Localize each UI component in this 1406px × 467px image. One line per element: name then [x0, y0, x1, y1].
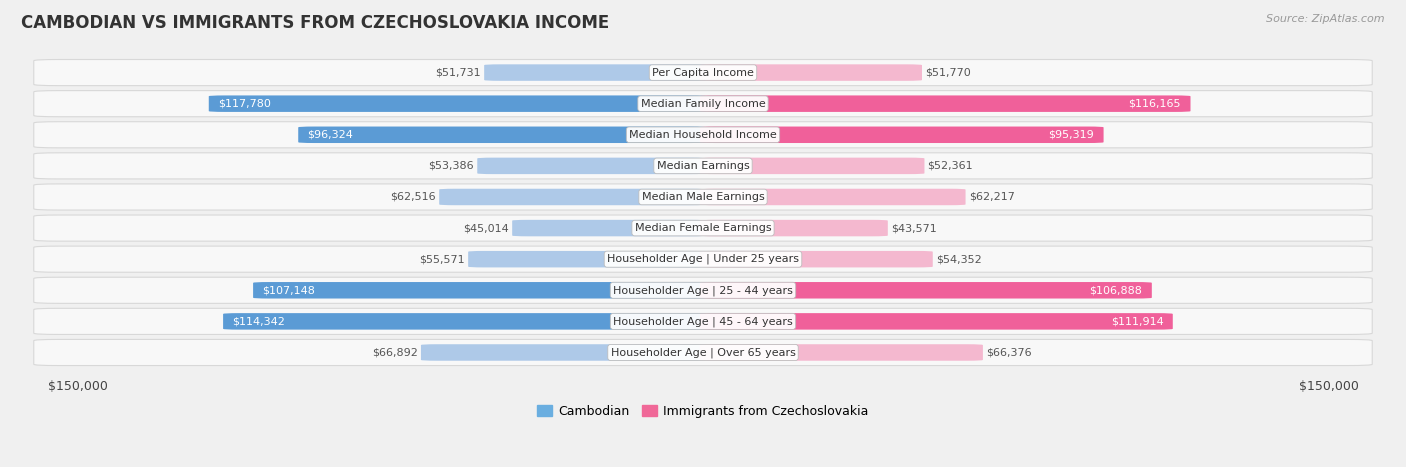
FancyBboxPatch shape	[700, 344, 983, 361]
Legend: Cambodian, Immigrants from Czechoslovakia: Cambodian, Immigrants from Czechoslovaki…	[537, 405, 869, 417]
FancyBboxPatch shape	[700, 64, 922, 81]
Text: $62,217: $62,217	[969, 192, 1015, 202]
FancyBboxPatch shape	[224, 313, 706, 330]
FancyBboxPatch shape	[420, 344, 706, 361]
Text: $52,361: $52,361	[928, 161, 973, 171]
FancyBboxPatch shape	[34, 91, 1372, 117]
FancyBboxPatch shape	[700, 127, 1104, 143]
FancyBboxPatch shape	[298, 127, 706, 143]
Text: CAMBODIAN VS IMMIGRANTS FROM CZECHOSLOVAKIA INCOME: CAMBODIAN VS IMMIGRANTS FROM CZECHOSLOVA…	[21, 14, 609, 32]
Text: $66,376: $66,376	[986, 347, 1032, 357]
Text: $62,516: $62,516	[391, 192, 436, 202]
Text: $95,319: $95,319	[1049, 130, 1094, 140]
Text: Householder Age | Over 65 years: Householder Age | Over 65 years	[610, 347, 796, 358]
FancyBboxPatch shape	[34, 59, 1372, 85]
Text: Median Family Income: Median Family Income	[641, 99, 765, 109]
FancyBboxPatch shape	[700, 95, 1191, 112]
Text: Householder Age | 45 - 64 years: Householder Age | 45 - 64 years	[613, 316, 793, 326]
FancyBboxPatch shape	[34, 308, 1372, 334]
Text: $45,014: $45,014	[464, 223, 509, 233]
FancyBboxPatch shape	[34, 184, 1372, 210]
Text: $66,892: $66,892	[373, 347, 418, 357]
Text: $106,888: $106,888	[1090, 285, 1143, 295]
FancyBboxPatch shape	[700, 220, 887, 236]
FancyBboxPatch shape	[700, 282, 1152, 298]
FancyBboxPatch shape	[34, 277, 1372, 304]
Text: $117,780: $117,780	[218, 99, 271, 109]
FancyBboxPatch shape	[34, 122, 1372, 148]
FancyBboxPatch shape	[700, 189, 966, 205]
Text: Median Male Earnings: Median Male Earnings	[641, 192, 765, 202]
FancyBboxPatch shape	[34, 246, 1372, 272]
Text: Householder Age | Under 25 years: Householder Age | Under 25 years	[607, 254, 799, 264]
Text: Median Female Earnings: Median Female Earnings	[634, 223, 772, 233]
FancyBboxPatch shape	[34, 153, 1372, 179]
FancyBboxPatch shape	[34, 340, 1372, 366]
Text: $53,386: $53,386	[429, 161, 474, 171]
Text: $55,571: $55,571	[419, 254, 465, 264]
Text: $114,342: $114,342	[232, 316, 285, 326]
FancyBboxPatch shape	[34, 215, 1372, 241]
Text: $96,324: $96,324	[308, 130, 353, 140]
FancyBboxPatch shape	[468, 251, 706, 268]
Text: Median Earnings: Median Earnings	[657, 161, 749, 171]
Text: $43,571: $43,571	[891, 223, 936, 233]
Text: $51,770: $51,770	[925, 68, 972, 78]
FancyBboxPatch shape	[700, 313, 1173, 330]
Text: Source: ZipAtlas.com: Source: ZipAtlas.com	[1267, 14, 1385, 24]
FancyBboxPatch shape	[439, 189, 706, 205]
FancyBboxPatch shape	[700, 158, 925, 174]
Text: $51,731: $51,731	[436, 68, 481, 78]
Text: Per Capita Income: Per Capita Income	[652, 68, 754, 78]
Text: $107,148: $107,148	[263, 285, 315, 295]
FancyBboxPatch shape	[477, 158, 706, 174]
FancyBboxPatch shape	[484, 64, 706, 81]
Text: $54,352: $54,352	[936, 254, 981, 264]
FancyBboxPatch shape	[208, 95, 706, 112]
Text: $116,165: $116,165	[1129, 99, 1181, 109]
Text: $111,914: $111,914	[1111, 316, 1163, 326]
FancyBboxPatch shape	[253, 282, 706, 298]
FancyBboxPatch shape	[512, 220, 706, 236]
FancyBboxPatch shape	[700, 251, 932, 268]
Text: Householder Age | 25 - 44 years: Householder Age | 25 - 44 years	[613, 285, 793, 296]
Text: Median Household Income: Median Household Income	[628, 130, 778, 140]
